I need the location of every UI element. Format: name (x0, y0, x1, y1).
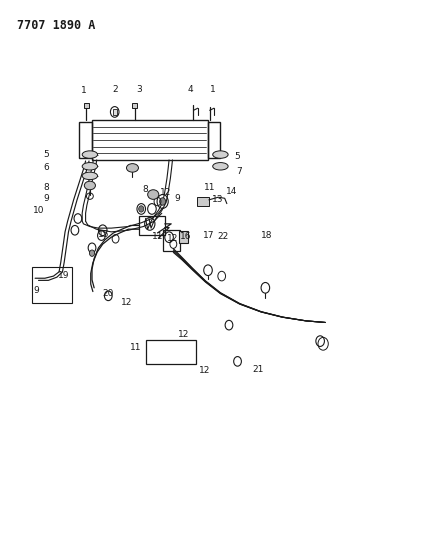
Text: 20: 20 (102, 289, 113, 297)
Text: 1: 1 (80, 86, 86, 95)
Text: 12: 12 (160, 189, 172, 197)
Text: 1: 1 (210, 85, 216, 94)
Bar (163, 230, 180, 251)
Text: 18: 18 (261, 231, 272, 240)
Circle shape (160, 198, 166, 205)
Text: 9: 9 (174, 194, 180, 203)
Text: 21: 21 (252, 366, 263, 374)
Text: 19: 19 (58, 271, 69, 279)
Text: 12: 12 (121, 298, 132, 307)
Text: 9: 9 (43, 194, 49, 203)
Text: 15: 15 (98, 230, 109, 239)
Text: 13: 13 (212, 196, 223, 204)
Text: 5: 5 (43, 150, 49, 159)
Text: 22: 22 (217, 232, 228, 241)
Text: 3: 3 (136, 85, 142, 94)
Text: 11: 11 (152, 232, 163, 241)
Bar (146, 340, 196, 364)
Bar (139, 216, 165, 235)
Text: 17: 17 (203, 231, 214, 240)
Ellipse shape (84, 181, 95, 190)
Ellipse shape (139, 206, 144, 212)
Ellipse shape (213, 151, 228, 158)
Text: 8: 8 (43, 183, 49, 192)
Text: 12: 12 (167, 235, 178, 243)
Ellipse shape (213, 163, 228, 170)
Text: 11: 11 (131, 343, 142, 352)
Ellipse shape (82, 172, 98, 180)
Bar (197, 197, 209, 206)
Text: 12: 12 (178, 330, 190, 339)
Text: 9: 9 (33, 286, 39, 295)
Text: 5: 5 (235, 152, 241, 161)
Bar (208, 122, 220, 158)
Bar (79, 122, 92, 158)
Text: 7707 1890 A: 7707 1890 A (17, 19, 95, 31)
Text: 16: 16 (180, 232, 191, 241)
Bar (113, 109, 117, 115)
Text: 2: 2 (112, 85, 118, 94)
Text: 10: 10 (33, 206, 44, 215)
Ellipse shape (82, 151, 98, 158)
Circle shape (89, 250, 95, 256)
Bar (32, 266, 72, 303)
Bar (84, 103, 89, 108)
Bar (179, 231, 188, 243)
Text: 11: 11 (204, 183, 215, 192)
Ellipse shape (148, 190, 159, 199)
Text: 14: 14 (226, 188, 238, 196)
Text: 4: 4 (187, 85, 193, 94)
Text: 12: 12 (199, 366, 210, 375)
Ellipse shape (82, 163, 98, 170)
Text: 6: 6 (43, 163, 49, 172)
Text: 7: 7 (236, 167, 242, 176)
Ellipse shape (126, 164, 138, 172)
Bar (132, 103, 137, 108)
Text: 8: 8 (143, 185, 149, 194)
Bar (92, 120, 208, 160)
